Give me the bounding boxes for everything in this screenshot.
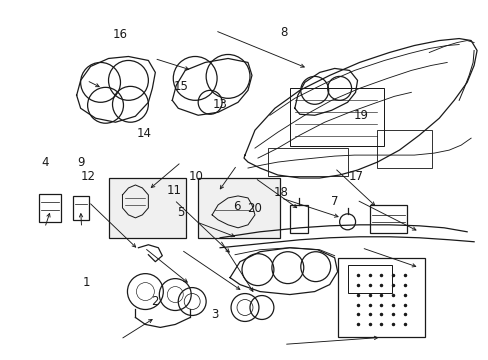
Text: 17: 17 — [348, 170, 363, 183]
Bar — [347, 265, 392, 293]
Text: 2: 2 — [150, 296, 158, 309]
Text: 11: 11 — [166, 184, 181, 197]
Text: 8: 8 — [279, 27, 286, 40]
Text: 20: 20 — [246, 202, 261, 215]
Text: 12: 12 — [81, 170, 96, 183]
Bar — [369, 205, 407, 233]
Text: 16: 16 — [113, 28, 127, 41]
Bar — [377, 130, 431, 168]
Text: 10: 10 — [188, 170, 203, 183]
Bar — [198, 178, 279, 238]
Bar — [267, 148, 347, 176]
Text: 18: 18 — [273, 186, 288, 199]
Bar — [289, 88, 384, 146]
Bar — [39, 194, 61, 222]
Text: 19: 19 — [353, 109, 368, 122]
Bar — [337, 258, 425, 337]
Text: 4: 4 — [41, 156, 48, 168]
Text: 5: 5 — [177, 206, 184, 219]
Text: 15: 15 — [173, 80, 188, 93]
Text: 9: 9 — [78, 156, 85, 168]
Text: 1: 1 — [82, 276, 90, 289]
Text: 14: 14 — [137, 127, 152, 140]
Bar — [108, 178, 186, 238]
Text: 13: 13 — [212, 98, 227, 111]
Text: 7: 7 — [330, 195, 338, 208]
Bar — [73, 196, 88, 220]
Text: 3: 3 — [211, 308, 219, 321]
Text: 6: 6 — [233, 201, 241, 213]
Bar — [289, 205, 307, 233]
